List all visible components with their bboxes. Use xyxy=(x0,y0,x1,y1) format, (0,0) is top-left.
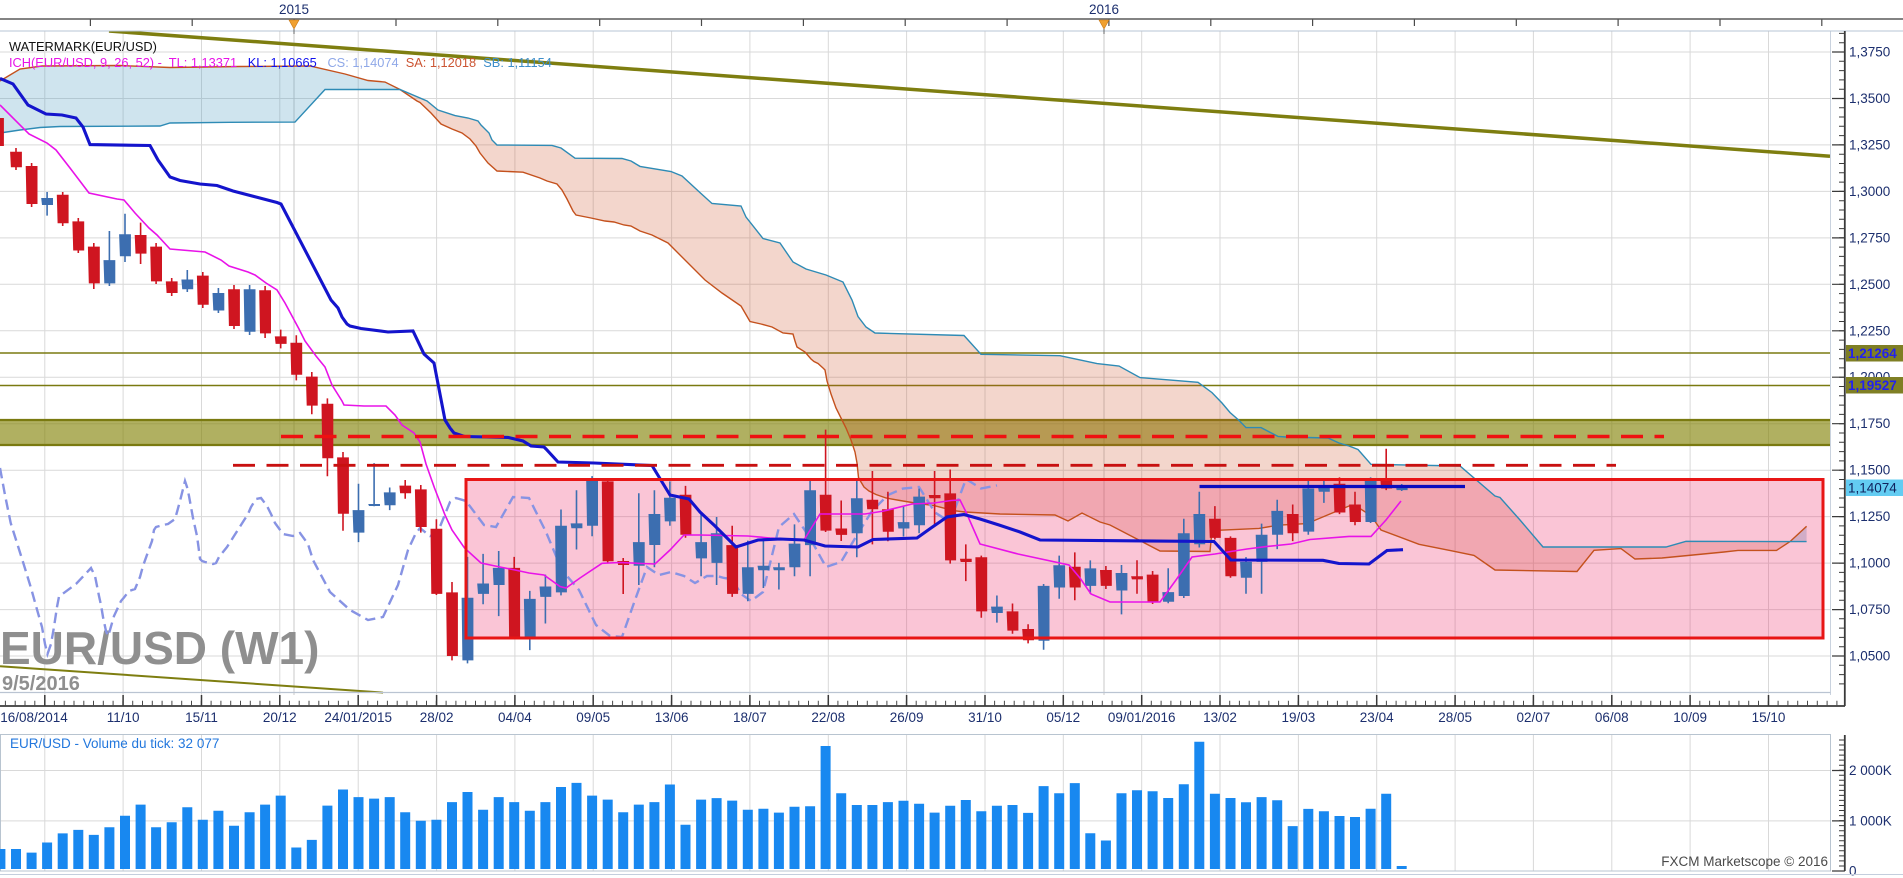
svg-text:31/10: 31/10 xyxy=(968,710,1002,725)
svg-text:28/02: 28/02 xyxy=(420,710,454,725)
svg-text:26/09: 26/09 xyxy=(890,710,924,725)
svg-text:22/08: 22/08 xyxy=(811,710,845,725)
svg-text:15/10: 15/10 xyxy=(1752,710,1786,725)
svg-text:28/05: 28/05 xyxy=(1438,710,1472,725)
svg-text:EUR/USD (W1): EUR/USD (W1) xyxy=(0,622,319,674)
svg-text:2 000K: 2 000K xyxy=(1849,763,1892,778)
svg-text:1,1750: 1,1750 xyxy=(1849,416,1890,431)
svg-text:18/07: 18/07 xyxy=(733,710,767,725)
svg-text:06/08: 06/08 xyxy=(1595,710,1629,725)
svg-text:1,1000: 1,1000 xyxy=(1849,556,1890,571)
svg-text:1,3500: 1,3500 xyxy=(1849,91,1890,106)
svg-text:1 000K: 1 000K xyxy=(1849,814,1892,829)
svg-text:0: 0 xyxy=(1849,864,1857,878)
svg-text:10/09: 10/09 xyxy=(1673,710,1707,725)
svg-text:20/12: 20/12 xyxy=(263,710,297,725)
svg-text:13/06: 13/06 xyxy=(655,710,689,725)
svg-text:09/01/2016: 09/01/2016 xyxy=(1108,710,1176,725)
svg-text:23/04: 23/04 xyxy=(1360,710,1394,725)
svg-text:1,2500: 1,2500 xyxy=(1849,277,1890,292)
svg-text:24/01/2015: 24/01/2015 xyxy=(324,710,392,725)
svg-text:19/03: 19/03 xyxy=(1282,710,1316,725)
svg-text:09/05: 09/05 xyxy=(576,710,610,725)
svg-text:1,0500: 1,0500 xyxy=(1849,649,1890,664)
svg-text:ICH(EUR/USD, 9, 26, 52) - TL:: ICH(EUR/USD, 9, 26, 52) - TL: 1,13371 KL… xyxy=(9,55,552,70)
svg-text:13/02: 13/02 xyxy=(1203,710,1237,725)
svg-text:WATERMARK(EUR/USD): WATERMARK(EUR/USD) xyxy=(9,39,157,54)
svg-text:1,3000: 1,3000 xyxy=(1849,184,1890,199)
svg-text:1,21264: 1,21264 xyxy=(1848,346,1897,361)
svg-text:1,2250: 1,2250 xyxy=(1849,323,1890,338)
svg-text:1,3750: 1,3750 xyxy=(1849,45,1890,60)
svg-text:2016: 2016 xyxy=(1089,2,1119,17)
svg-text:15/11: 15/11 xyxy=(185,710,218,725)
svg-text:2015: 2015 xyxy=(279,2,309,17)
svg-text:EUR/USD - Volume du tick: 32 0: EUR/USD - Volume du tick: 32 077 xyxy=(10,736,219,751)
svg-text:04/04: 04/04 xyxy=(498,710,532,725)
svg-text:02/07: 02/07 xyxy=(1517,710,1551,725)
svg-text:1,0750: 1,0750 xyxy=(1849,602,1890,617)
svg-text:9/5/2016: 9/5/2016 xyxy=(2,673,80,695)
svg-text:FXCM Marketscope © 2016: FXCM Marketscope © 2016 xyxy=(1661,854,1828,869)
svg-text:1,3250: 1,3250 xyxy=(1849,137,1890,152)
svg-text:1,1500: 1,1500 xyxy=(1849,463,1890,478)
svg-text:1,1250: 1,1250 xyxy=(1849,509,1890,524)
svg-text:1,19527: 1,19527 xyxy=(1848,378,1897,393)
svg-text:1,2750: 1,2750 xyxy=(1849,230,1890,245)
svg-text:05/12: 05/12 xyxy=(1046,710,1080,725)
svg-text:16/08/2014: 16/08/2014 xyxy=(0,710,68,725)
svg-text:11/10: 11/10 xyxy=(107,710,140,725)
svg-text:1,14074: 1,14074 xyxy=(1848,481,1897,496)
